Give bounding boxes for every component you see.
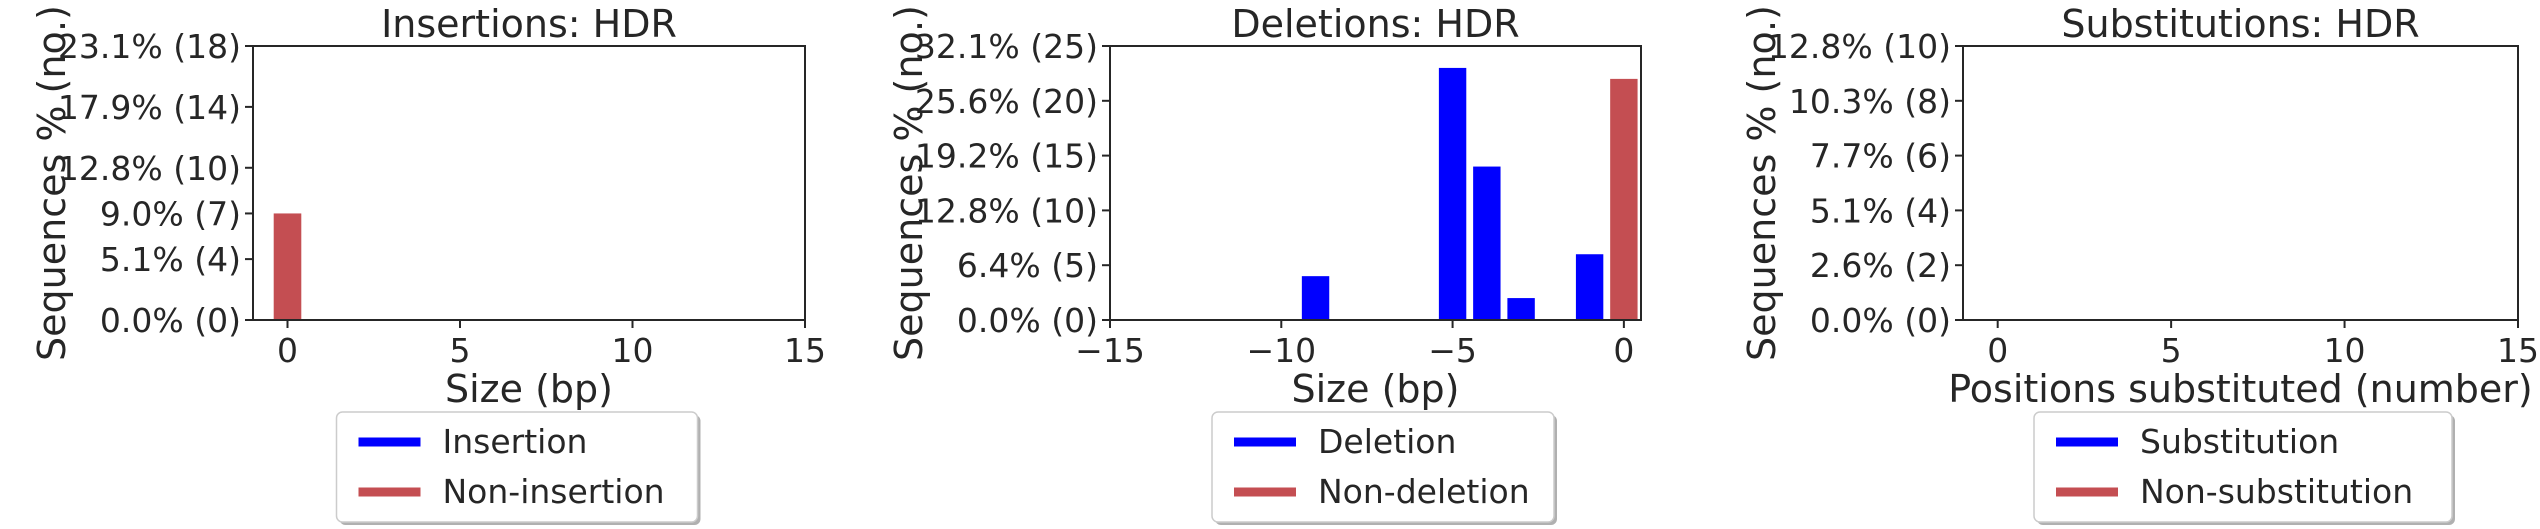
plot-frame [1109,45,1642,321]
y-tick-label: 0.0% (0) [1810,301,1951,340]
y-tick-label: 12.8% (10) [1768,27,1951,66]
bar-non-insertion-1 [273,213,302,320]
x-axis-label: Size (bp) [1292,367,1460,411]
bar-non-deletion-1 [1610,78,1638,320]
y-tick-label: 9.0% (7) [100,194,241,233]
y-tick-label: 32.1% (25) [915,27,1098,66]
x-tick-label: 0 [1987,331,2008,370]
y-tick-label: 0.0% (0) [100,301,241,340]
bar-deletion-5 [1575,254,1604,320]
chart-title: Insertions: HDR [381,2,677,46]
y-tick-label: 5.1% (4) [100,240,241,279]
legend: Insertion Non-insertion [335,411,701,525]
bar-deletion-3 [1473,166,1501,320]
y-tick-label: 2.6% (2) [1810,246,1951,285]
bar-deletion-2 [1438,67,1467,320]
chart-panel-2: −15 −10 −5 0 0.0% (0) 6.4% (5) 12.8% (10) 19.2%… [887,2,1642,525]
x-tick-label: −15 [1075,331,1145,370]
legend: Deletion Non-deletion [1211,411,1557,525]
y-axis-label: Sequences % (no.) [887,5,931,361]
y-tick-label: 19.2% (15) [915,137,1098,176]
y-tick-label: 6.4% (5) [957,246,1098,285]
legend-label: Non-deletion [1318,472,1530,511]
x-tick-label: −5 [1428,331,1477,370]
chart-panel-3: 0 5 10 15 0.0% (0) 2.6% (2) 5.1% (4) 7.7% (6) 10… [1740,2,2539,525]
legend-box [335,411,699,523]
x-tick-label: 5 [450,331,471,370]
y-axis-label: Sequences % (no.) [30,5,74,361]
legend: Substitution Non-substitution [2033,411,2455,525]
x-tick-label: 5 [2161,331,2182,370]
plot-frame [1962,45,2519,321]
y-tick-label: 0.0% (0) [957,301,1098,340]
x-tick-label: 0 [1613,331,1634,370]
legend-label: Insertion [443,422,588,461]
x-tick-label: 10 [612,331,654,370]
y-tick-label: 10.3% (8) [1789,82,1951,121]
plot-frame [252,45,806,321]
legend-box [1211,411,1555,523]
legend-box [2033,411,2453,523]
x-tick-label: 10 [2324,331,2366,370]
y-tick-label: 5.1% (4) [1810,191,1951,230]
bar-deletion-4 [1507,298,1535,320]
x-tick-label: 15 [784,331,826,370]
legend-label: Non-insertion [443,472,665,511]
chart-title: Substitutions: HDR [2061,2,2419,46]
chart-panel-1: 0 5 10 15 0.0% (0) 5.1% (4) 9.0% (7) 12.8% (10)… [30,2,826,525]
x-tick-label: 0 [277,331,298,370]
chart-title: Deletions: HDR [1231,2,1519,46]
y-tick-label: 25.6% (20) [915,82,1098,121]
legend-label: Substitution [2140,422,2339,461]
legend-label: Deletion [1318,422,1456,461]
x-axis-label: Positions substituted (number) [1948,367,2533,411]
y-tick-label: 23.1% (18) [58,27,241,66]
legend-label: Non-substitution [2140,472,2413,511]
y-tick-label: 7.7% (6) [1810,137,1951,176]
y-tick-label: 12.8% (10) [58,149,241,188]
x-axis-label: Size (bp) [445,367,613,411]
x-tick-label: −10 [1246,331,1316,370]
x-tick-label: 15 [2497,331,2539,370]
y-axis-label: Sequences % (no.) [1740,5,1784,361]
bar-deletion-1 [1301,276,1330,320]
y-tick-label: 12.8% (10) [915,191,1098,230]
y-tick-label: 17.9% (14) [58,88,241,127]
